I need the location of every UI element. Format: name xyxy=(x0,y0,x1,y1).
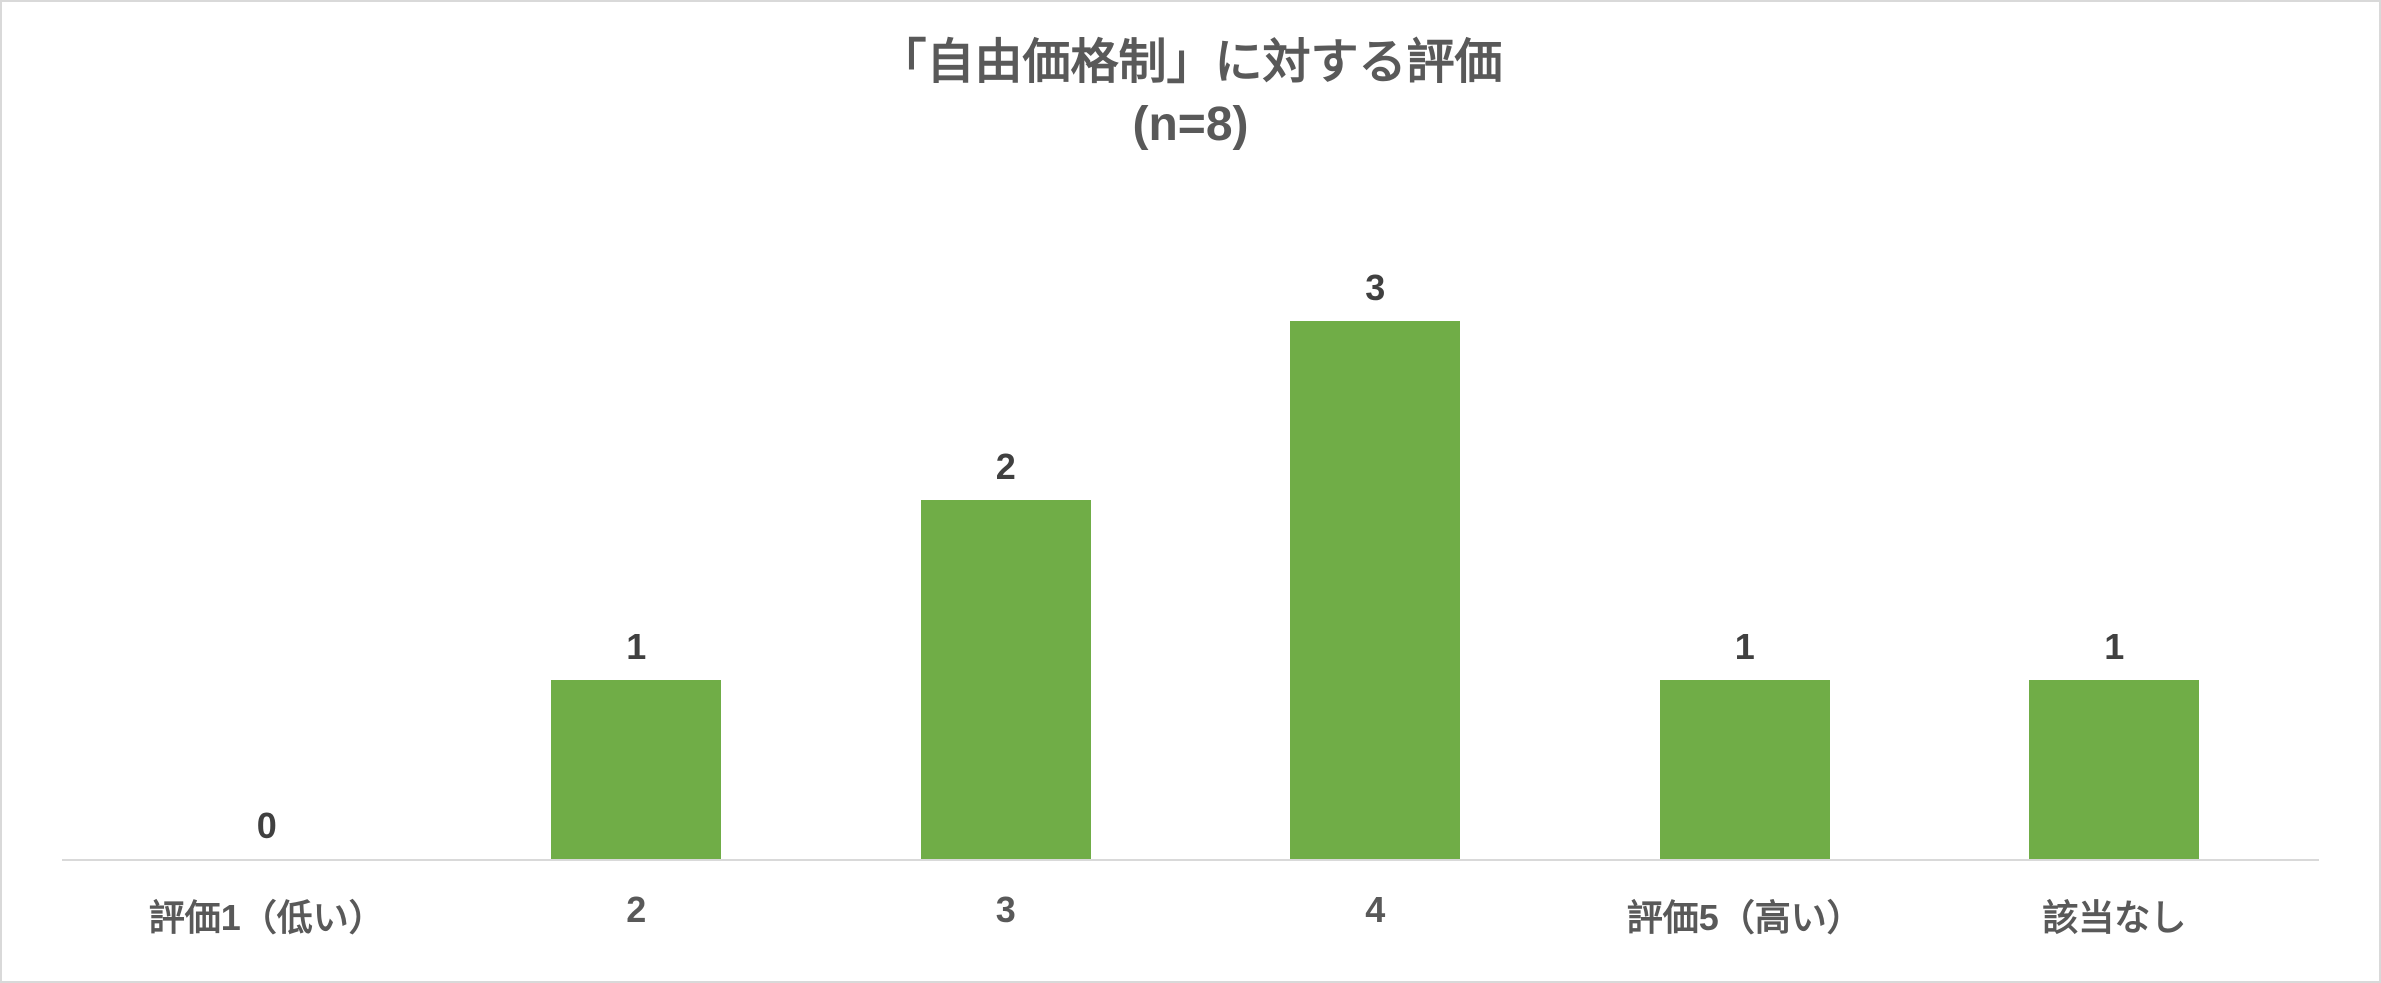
bar-slot: 3 xyxy=(1191,187,1561,859)
x-axis-label: 3 xyxy=(821,889,1191,941)
x-axis-labels: 評価1（低い）234評価5（高い）該当なし xyxy=(62,861,2319,941)
bar-value-label: 1 xyxy=(2104,626,2124,668)
x-axis-label: 評価1（低い） xyxy=(82,889,452,941)
bar-slot: 2 xyxy=(821,187,1191,859)
bar xyxy=(1290,321,1460,859)
bar-slot: 1 xyxy=(1560,187,1930,859)
bar-slot: 0 xyxy=(82,187,452,859)
bar xyxy=(551,680,721,859)
x-axis-label: 4 xyxy=(1191,889,1561,941)
chart-title-line1: 「自由価格制」に対する評価 xyxy=(62,32,2319,94)
bar-slot: 1 xyxy=(452,187,822,859)
x-axis-label: 評価5（高い） xyxy=(1560,889,1930,941)
bar-value-label: 0 xyxy=(257,805,277,847)
chart-title-block: 「自由価格制」に対する評価 (n=8) xyxy=(62,32,2319,157)
plot-area: 012311 評価1（低い）234評価5（高い）該当なし xyxy=(62,187,2319,941)
bar-value-label: 3 xyxy=(1365,267,1385,309)
bar xyxy=(1660,680,1830,859)
bars-region: 0 1 2 3 1 1 xyxy=(62,187,2319,861)
chart-container: 「自由価格制」に対する評価 (n=8) 012311 評価1（低い）234評価5… xyxy=(0,0,2381,983)
bar-value-label: 2 xyxy=(996,446,1016,488)
bar-value-label: 1 xyxy=(626,626,646,668)
x-axis-label: 2 xyxy=(452,889,822,941)
bar-value-label: 1 xyxy=(1735,626,1755,668)
x-axis-label: 該当なし xyxy=(1930,889,2300,941)
bar-slot: 1 xyxy=(1930,187,2300,859)
bar xyxy=(921,500,1091,859)
bar xyxy=(2029,680,2199,859)
chart-title-line2: (n=8) xyxy=(62,94,2319,156)
